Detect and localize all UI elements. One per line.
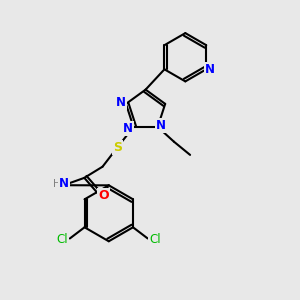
Text: Cl: Cl bbox=[149, 233, 161, 247]
Text: N: N bbox=[123, 122, 133, 135]
Text: N: N bbox=[156, 119, 166, 132]
Text: S: S bbox=[113, 141, 122, 154]
Text: O: O bbox=[98, 189, 109, 202]
Text: N: N bbox=[116, 96, 126, 109]
Text: N: N bbox=[59, 177, 69, 190]
Text: N: N bbox=[205, 63, 215, 76]
Text: H: H bbox=[53, 179, 61, 189]
Text: Cl: Cl bbox=[57, 233, 68, 247]
